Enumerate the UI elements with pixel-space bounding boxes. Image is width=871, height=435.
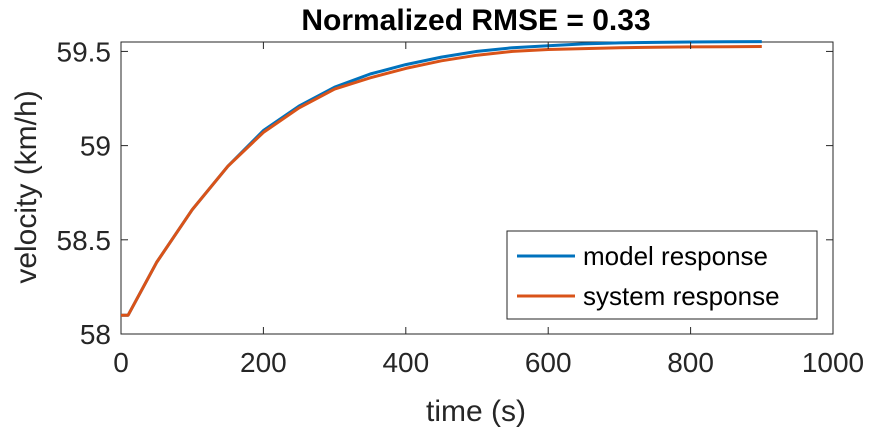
y-tick-label: 59 xyxy=(80,131,111,162)
x-tick-label: 0 xyxy=(113,347,129,378)
x-tick-label: 800 xyxy=(667,347,714,378)
y-tick-label: 59.5 xyxy=(57,36,112,67)
x-tick-label: 1000 xyxy=(802,347,864,378)
series-line-1 xyxy=(121,45,762,317)
y-axis-label: velocity (km/h) xyxy=(10,90,43,283)
x-tick-label: 600 xyxy=(525,347,572,378)
legend-label-1: system response xyxy=(583,281,780,311)
x-tick-label: 200 xyxy=(240,347,287,378)
legend: model response system response xyxy=(506,230,818,320)
chart-title: Normalized RMSE = 0.33 xyxy=(301,4,650,37)
y-tick-label: 58.5 xyxy=(57,225,112,256)
series-layer xyxy=(121,40,762,317)
legend-label-0: model response xyxy=(583,241,768,271)
tick-layer: 0 200 400 600 800 1000 58 58.5 59 59.5 xyxy=(57,36,865,378)
x-axis-label: time (s) xyxy=(426,395,526,428)
legend-box xyxy=(506,230,818,320)
y-tick-label: 58 xyxy=(80,319,111,350)
x-tick-label: 400 xyxy=(382,347,429,378)
